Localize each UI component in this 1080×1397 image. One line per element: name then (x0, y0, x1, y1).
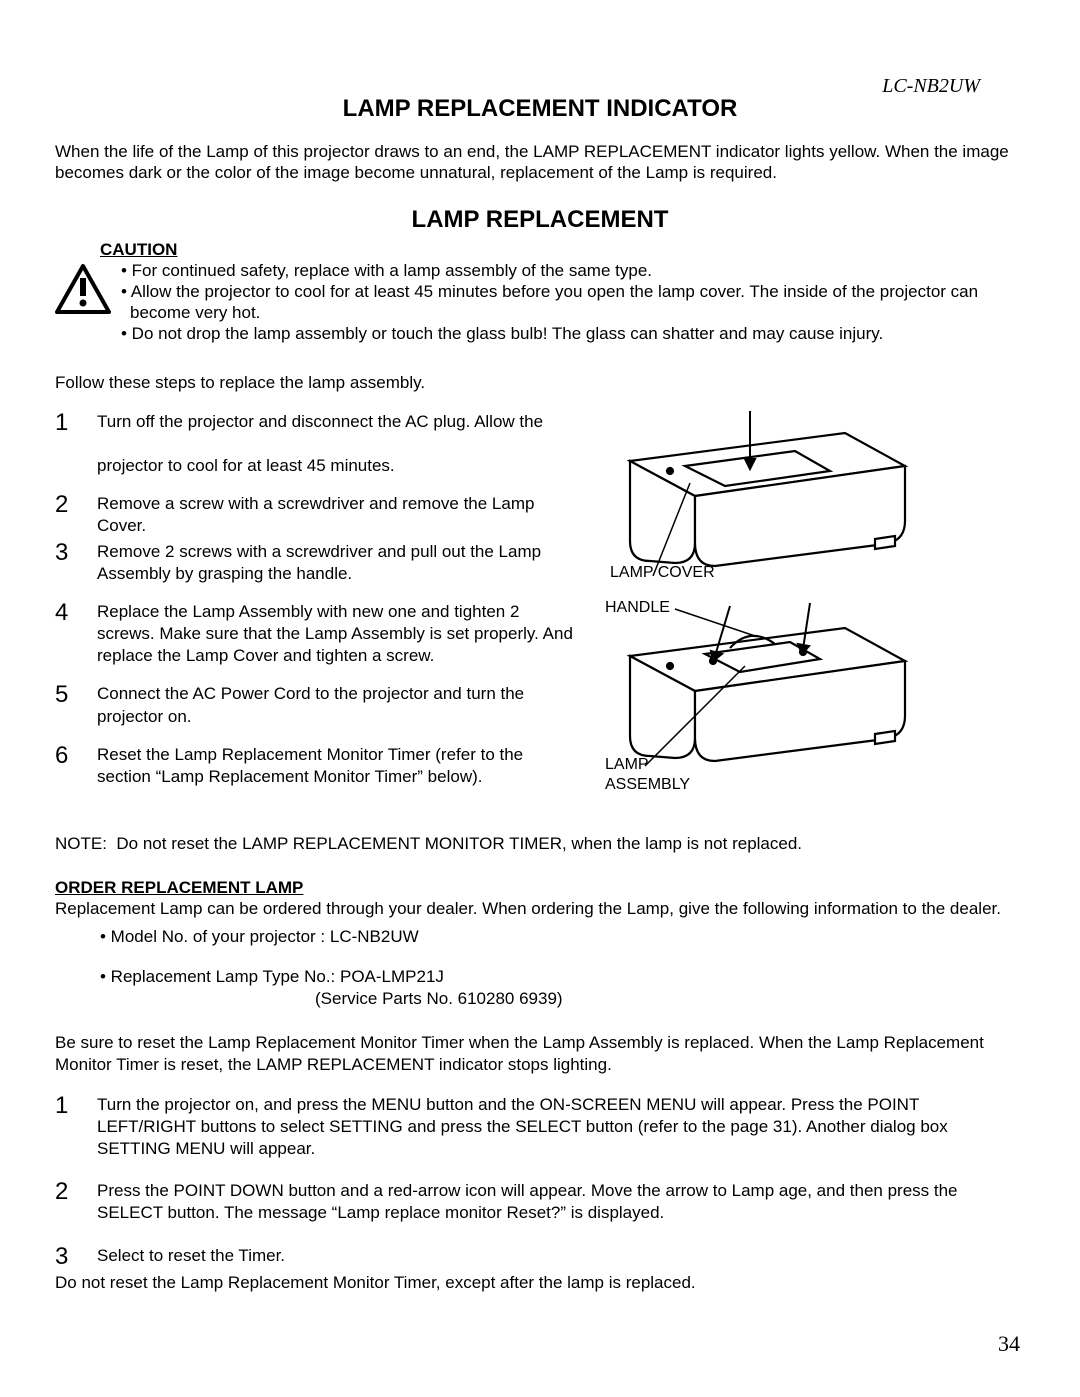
caution-bullet: • For continued safety, replace with a l… (121, 260, 1025, 281)
page-container: LC-NB2UW LAMP REPLACEMENT INDICATOR When… (0, 0, 1080, 1397)
step-text: Replace the Lamp Assembly with new one a… (97, 601, 575, 667)
follow-text: Follow these steps to replace the lamp a… (55, 373, 1025, 393)
step-number: 1 (55, 1094, 97, 1160)
diagram-label-lamp-cover: LAMP COVER (610, 564, 715, 582)
step-text: Connect the AC Power Cord to the project… (97, 683, 575, 727)
intro-paragraph: When the life of the Lamp of this projec… (55, 141, 1025, 184)
step-number: 2 (55, 493, 97, 537)
step-number: 5 (55, 683, 97, 727)
diagram-label-assembly: ASSEMBLY (605, 776, 690, 794)
steps-area: 1 Turn off the projector and disconnect … (55, 411, 1025, 816)
step-line: Turn off the projector and disconnect th… (97, 412, 543, 431)
step-text: Press the POINT DOWN button and a red-ar… (97, 1180, 1025, 1224)
service-parts: (Service Parts No. 610280 6939) (315, 988, 1025, 1010)
step-row: 2 Remove a screw with a screwdriver and … (55, 493, 575, 537)
order-item: • Model No. of your projector : LC-NB2UW (100, 926, 1025, 948)
step-text: Reset the Lamp Replacement Monitor Timer… (97, 744, 575, 788)
caution-label: CAUTION (100, 240, 1025, 260)
step-row: 5 Connect the AC Power Cord to the proje… (55, 683, 575, 727)
final-note: Do not reset the Lamp Replacement Monito… (55, 1273, 1025, 1293)
step-text: Select to reset the Timer. (97, 1245, 305, 1269)
timer-steps: 1 Turn the projector on, and press the M… (55, 1094, 1025, 1268)
step-number: 4 (55, 601, 97, 667)
order-body: Replacement Lamp can be ordered through … (55, 898, 1025, 1010)
step-number: 3 (55, 1245, 97, 1269)
caution-section: • For continued safety, replace with a l… (55, 260, 1025, 345)
note-text: NOTE: Do not reset the LAMP REPLACEMENT … (55, 834, 1025, 854)
caution-bullets: • For continued safety, replace with a l… (121, 260, 1025, 345)
step-number: 1 (55, 411, 97, 477)
timer-intro: Be sure to reset the Lamp Replacement Mo… (55, 1032, 1025, 1076)
step-row: 6 Reset the Lamp Replacement Monitor Tim… (55, 744, 575, 788)
step-number: 2 (55, 1180, 97, 1224)
order-item: • Replacement Lamp Type No.: POA-LMP21J (100, 966, 1025, 988)
step-text: Remove 2 screws with a screwdriver and p… (97, 541, 575, 585)
step-row: 1 Turn off the projector and disconnect … (55, 411, 575, 477)
step-row: 3 Select to reset the Timer. (55, 1245, 1025, 1269)
model-header: LC-NB2UW (882, 75, 980, 98)
diagram-column: LAMP COVER HANDLE LAMP ASSEMBLY (595, 411, 1025, 816)
step-row: 3 Remove 2 screws with a screwdriver and… (55, 541, 575, 585)
caution-bullet: • Allow the projector to cool for at lea… (121, 281, 1025, 324)
diagram-label-handle: HANDLE (605, 599, 670, 617)
step-number: 6 (55, 744, 97, 788)
caution-bullet: • Do not drop the lamp assembly or touch… (121, 323, 1025, 344)
step-line: projector to cool for at least 45 minute… (97, 456, 395, 475)
page-number: 34 (998, 1331, 1020, 1357)
step-text: Turn the projector on, and press the MEN… (97, 1094, 1025, 1160)
sub-title: LAMP REPLACEMENT (55, 206, 1025, 234)
step-row: 1 Turn the projector on, and press the M… (55, 1094, 1025, 1160)
diagram-label-lamp: LAMP (605, 756, 649, 774)
step-text: Turn off the projector and disconnect th… (97, 411, 543, 477)
order-title: ORDER REPLACEMENT LAMP (55, 878, 1025, 898)
step-row: 2 Press the POINT DOWN button and a red-… (55, 1180, 1025, 1224)
warning-triangle-icon (55, 264, 111, 319)
steps-column: 1 Turn off the projector and disconnect … (55, 411, 575, 816)
step-row: 4 Replace the Lamp Assembly with new one… (55, 601, 575, 667)
order-intro: Replacement Lamp can be ordered through … (55, 898, 1025, 920)
step-text: Remove a screw with a screwdriver and re… (97, 493, 575, 537)
main-title: LAMP REPLACEMENT INDICATOR (55, 95, 1025, 123)
step-number: 3 (55, 541, 97, 585)
